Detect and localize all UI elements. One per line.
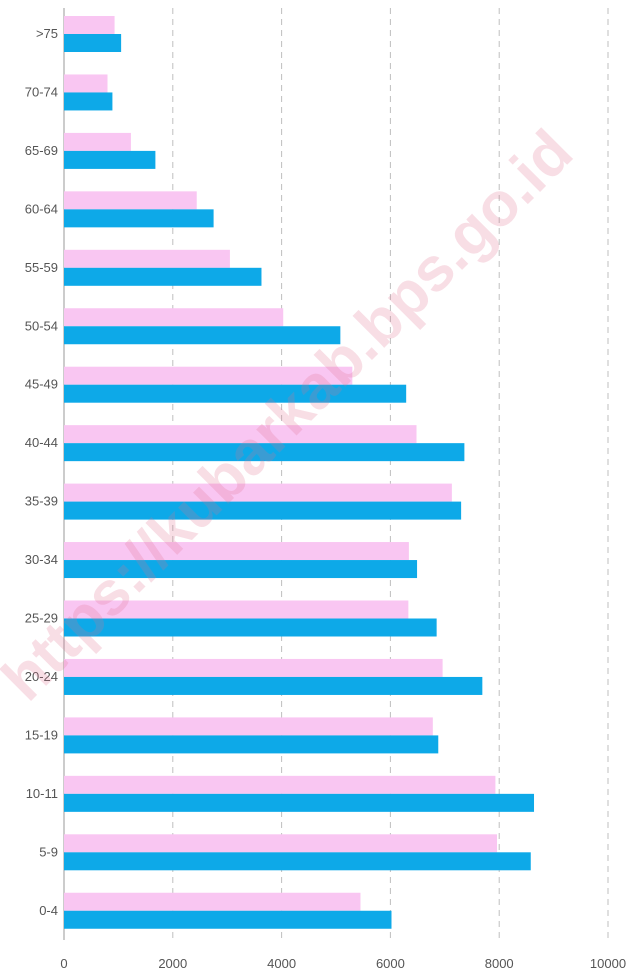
category-label-15-19: 15-19 — [25, 727, 58, 742]
bar-65-69-series-2 — [64, 150, 156, 169]
bar-5-9-series-1 — [64, 834, 498, 853]
x-tick-label-layer: 0 2000 4000 6000 8000 10000 — [60, 956, 626, 971]
bar-0-4-series-2 — [64, 910, 392, 929]
bar-5-9-series-2 — [64, 852, 531, 871]
category-label-20-24: 20-24 — [25, 669, 58, 684]
category-label-30-34: 30-34 — [25, 552, 58, 567]
bar-20-24-series-2 — [64, 676, 483, 695]
bar-50-54-series-2 — [64, 326, 341, 345]
category-label-65-69: 65-69 — [25, 143, 58, 158]
bar-15-19-series-1 — [64, 717, 433, 736]
bar-75-series-1 — [64, 16, 115, 34]
bar-10-11-series-2 — [64, 793, 535, 812]
bar-40-44-series-1 — [64, 425, 417, 444]
bar-30-34-series-2 — [64, 560, 418, 579]
bar-45-49-series-1 — [64, 366, 353, 385]
bar-50-54-series-1 — [64, 308, 284, 327]
category-label-25-29: 25-29 — [25, 611, 58, 626]
bar-55-59-series-1 — [64, 249, 230, 268]
category-label-70-74: 70-74 — [25, 84, 58, 99]
x-tick-label-6000: 6000 — [376, 956, 405, 971]
x-tick-label-4000: 4000 — [267, 956, 296, 971]
category-label-10-11: 10-11 — [26, 786, 58, 801]
x-tick-label-8000: 8000 — [485, 956, 514, 971]
category-label-50-54: 50-54 — [25, 318, 58, 333]
bar-35-39-series-1 — [64, 483, 452, 502]
bar-25-29-series-1 — [64, 600, 409, 619]
bar-45-49-series-2 — [64, 384, 407, 403]
bar-60-64-series-2 — [64, 209, 214, 228]
bar-60-64-series-1 — [64, 191, 197, 210]
category-label-0-4: 0-4 — [39, 903, 58, 918]
x-tick-label-0: 0 — [60, 956, 67, 971]
category-label-55-59: 55-59 — [25, 260, 58, 275]
bar-0-4-series-1 — [64, 892, 361, 911]
category-label-75: >75 — [36, 26, 58, 41]
bar-70-74-series-2 — [64, 92, 113, 111]
bar-layer — [64, 16, 535, 929]
x-tick-label-2000: 2000 — [158, 956, 187, 971]
bar-10-11-series-1 — [64, 775, 496, 794]
category-label-45-49: 45-49 — [25, 377, 58, 392]
bar-30-34-series-1 — [64, 542, 409, 561]
category-label-40-44: 40-44 — [25, 435, 58, 450]
x-tick-label-10000: 10000 — [590, 956, 626, 971]
bar-20-24-series-1 — [64, 658, 443, 677]
category-label-35-39: 35-39 — [25, 494, 58, 509]
bar-25-29-series-2 — [64, 618, 437, 637]
bar-75-series-2 — [64, 34, 122, 52]
category-label-60-64: 60-64 — [25, 201, 58, 216]
bar-15-19-series-2 — [64, 735, 439, 754]
category-label-5-9: 5-9 — [39, 844, 58, 859]
bar-40-44-series-2 — [64, 443, 465, 462]
bar-55-59-series-2 — [64, 267, 262, 286]
bar-70-74-series-1 — [64, 74, 108, 93]
category-label-layer: >75 70-74 65-69 60-64 55-59 50-54 45-49 40-44 35… — [25, 26, 58, 918]
bar-35-39-series-2 — [64, 501, 462, 520]
bar-65-69-series-1 — [64, 132, 131, 151]
